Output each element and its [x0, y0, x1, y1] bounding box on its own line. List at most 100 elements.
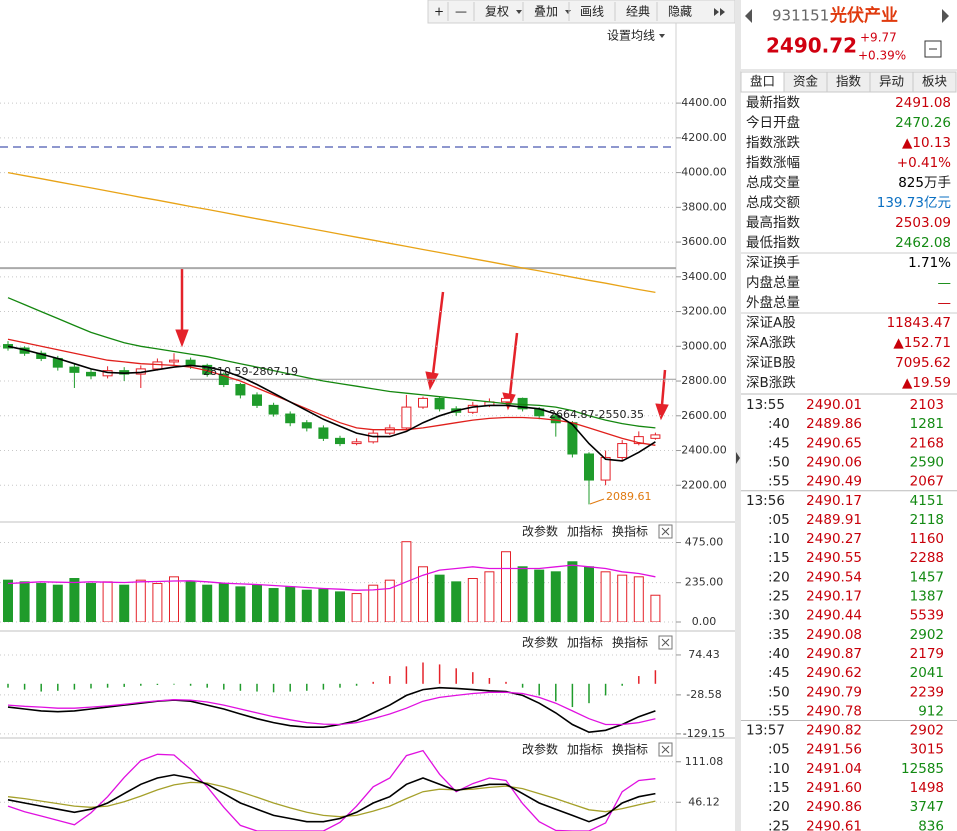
y-tick-label: 46.12 — [688, 795, 720, 808]
panel-button[interactable]: 加指标 — [567, 524, 603, 539]
volume-bar — [119, 584, 130, 622]
y-tick-label: 74.43 — [688, 648, 720, 661]
tab-label[interactable]: 指数 — [836, 74, 862, 89]
tick-time: :20 — [768, 569, 790, 585]
dropdown-icon — [659, 34, 665, 38]
tick-volume: 3015 — [910, 742, 944, 758]
y-tick-label: 235.00 — [685, 576, 724, 589]
indicator-line — [7, 171, 656, 294]
volume-bar — [550, 571, 561, 622]
tab-label[interactable]: 异动 — [879, 74, 904, 89]
candle-body — [584, 453, 594, 481]
toolbar-button[interactable]: 经典 — [626, 5, 650, 19]
tab-label[interactable]: 盘口 — [750, 74, 775, 89]
quote-number: — — [938, 275, 952, 291]
prev-icon[interactable] — [745, 9, 752, 23]
volume-bar — [633, 576, 644, 622]
tab-label[interactable]: 板块 — [922, 74, 948, 89]
tick-volume: 1281 — [910, 416, 944, 432]
toolbar-button[interactable]: 隐藏 — [668, 5, 692, 19]
candle-body — [617, 443, 628, 458]
tick-price: 2489.91 — [806, 512, 862, 528]
quote-unit: 亿元 — [924, 195, 951, 211]
toolbar-button[interactable]: 复权 — [485, 5, 509, 19]
splitter[interactable] — [735, 0, 741, 831]
panel-button[interactable]: 加指标 — [567, 742, 603, 757]
indicator-line — [7, 774, 656, 823]
quote-value: 7095.62 — [895, 355, 951, 371]
quote-value: 1.71% — [908, 255, 951, 271]
y-tick-label: 475.00 — [685, 536, 724, 549]
quote-label: 深证换手 — [746, 255, 800, 271]
y-tick-label: 3600.00 — [681, 235, 727, 248]
volume-bar — [617, 574, 628, 622]
volume-bar — [285, 586, 296, 622]
candle-body — [218, 373, 229, 386]
indicator-line — [7, 686, 656, 734]
arrow — [660, 369, 667, 406]
tick-volume: 5539 — [910, 608, 944, 624]
tick-volume: 4151 — [910, 493, 944, 509]
tab-label[interactable]: 资金 — [793, 74, 819, 89]
tick-price: 2490.65 — [806, 435, 862, 451]
candle-body — [418, 397, 428, 408]
volume-bar — [650, 594, 661, 622]
more-icon[interactable] — [720, 8, 725, 16]
quote-label: 最低指数 — [746, 235, 800, 251]
tick-price: 2490.44 — [806, 608, 862, 624]
volume-bar — [335, 591, 345, 622]
y-tick-label: -28.58 — [686, 688, 721, 701]
quote-value: — — [938, 295, 952, 311]
tick-price: 2490.82 — [806, 723, 862, 739]
y-tick-label: 2400.00 — [681, 444, 727, 457]
more-icon[interactable] — [714, 8, 719, 16]
candle-body — [152, 361, 163, 370]
stock-name: 光伏产业 — [829, 5, 898, 26]
ma-setting[interactable]: 设置均线 — [607, 29, 655, 43]
quote-label: 内盘总量 — [746, 274, 800, 291]
candle-body — [401, 406, 412, 429]
quote-label: 总成交额 — [746, 194, 800, 211]
quote-value: 2462.08 — [895, 235, 951, 251]
close-icon — [661, 745, 670, 754]
panel-button[interactable]: 改参数 — [522, 635, 558, 650]
panel-button[interactable]: 改参数 — [522, 742, 558, 757]
tick-time: :20 — [768, 799, 790, 815]
panel-button[interactable]: 换指标 — [612, 742, 648, 757]
candle-body — [301, 422, 312, 429]
tick-price: 2490.55 — [806, 550, 862, 566]
toolbar-button[interactable]: 叠加 — [534, 5, 558, 19]
quote-label: 今日开盘 — [746, 114, 800, 131]
toolbar-button[interactable]: 画线 — [580, 5, 604, 19]
quote-number: 7095.62 — [895, 355, 951, 371]
next-icon[interactable] — [942, 9, 949, 23]
panel-button[interactable]: 换指标 — [612, 524, 648, 539]
candle-body — [318, 427, 329, 439]
tick-volume: 1160 — [910, 531, 944, 547]
panel-button[interactable]: 改参数 — [522, 524, 558, 539]
tick-time: :55 — [768, 474, 790, 490]
y-tick-label: 0.00 — [692, 615, 717, 628]
quote-number: 825 — [898, 175, 924, 191]
tab[interactable] — [912, 71, 957, 93]
volume-bar — [36, 583, 47, 622]
volume-bar — [434, 574, 445, 622]
tick-time: :50 — [768, 454, 790, 470]
panel-button[interactable]: 加指标 — [567, 635, 603, 650]
tick-price: 2490.49 — [806, 474, 862, 490]
toolbar-button[interactable]: — — [455, 5, 467, 19]
volume-bar — [534, 569, 545, 622]
panel-button[interactable]: 换指标 — [612, 635, 648, 650]
volume-bar — [418, 566, 428, 622]
tick-volume: 2902 — [910, 723, 944, 739]
quote-value: 825万手 — [898, 175, 951, 191]
toolbar-button[interactable]: + — [434, 5, 444, 19]
quote-value: 11843.47 — [887, 315, 951, 331]
volume-bar — [235, 586, 246, 622]
close-icon — [661, 638, 670, 647]
y-tick-label: 2600.00 — [681, 409, 727, 422]
tick-time: :30 — [768, 608, 790, 624]
tick-volume: 2590 — [910, 454, 944, 470]
tick-time: 13:56 — [746, 493, 785, 509]
